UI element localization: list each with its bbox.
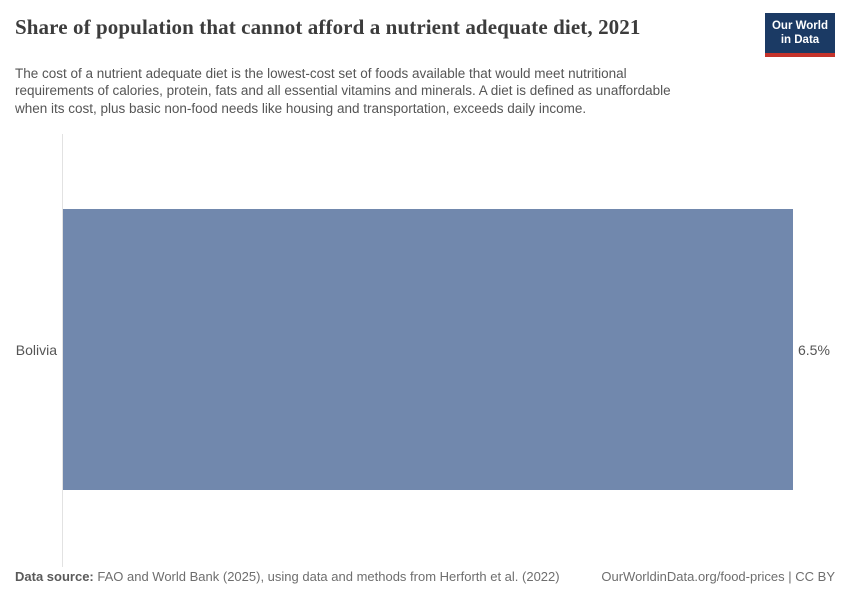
data-source-text: FAO and World Bank (2025), using data an… [97, 569, 560, 584]
subtitle-line: requirements of calories, protein, fats … [15, 83, 671, 99]
y-axis-line [62, 133, 63, 567]
data-source-label: Data source: [15, 569, 94, 584]
bar-bolivia[interactable] [63, 208, 793, 490]
chart-subtitle: The cost of a nutrient adequate diet is … [15, 65, 760, 117]
header: Share of population that cannot afford a… [15, 13, 835, 57]
footer-license-link[interactable]: OurWorldinData.org/food-prices | CC BY [601, 569, 835, 584]
bar-chart: Bolivia 6.5% [15, 133, 835, 567]
chart-title: Share of population that cannot afford a… [15, 15, 641, 39]
subtitle-line: when its cost, plus basic non-food needs… [15, 100, 587, 116]
data-source-note: Data source: FAO and World Bank (2025), … [15, 569, 560, 584]
value-label-bolivia: 6.5% [798, 341, 830, 358]
footer: Data source: FAO and World Bank (2025), … [15, 569, 835, 584]
owid-logo-line1: Our World [771, 19, 828, 32]
owid-logo[interactable]: Our World in Data [765, 13, 835, 57]
entity-label-bolivia[interactable]: Bolivia [15, 341, 57, 358]
owid-logo-line2: in Data [780, 34, 820, 46]
subtitle-line: The cost of a nutrient adequate diet is … [15, 66, 627, 81]
